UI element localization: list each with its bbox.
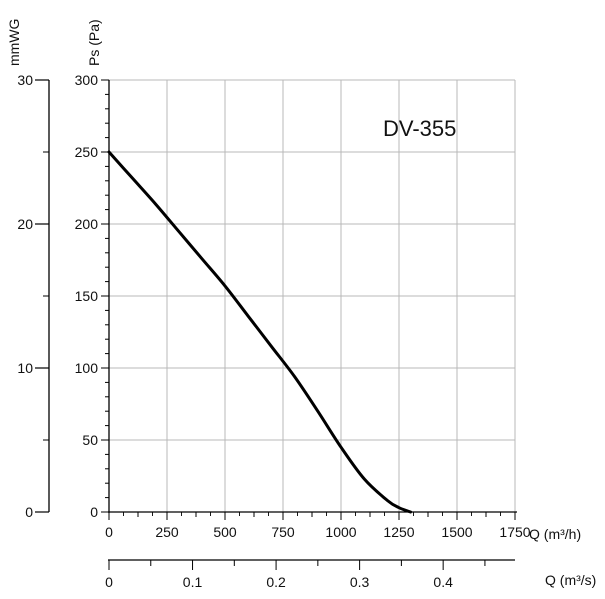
x-tick-label-1: 250 — [155, 524, 179, 540]
curve-point-3 — [177, 230, 180, 233]
curve-point-6 — [247, 315, 250, 318]
x-tick-label-5: 1250 — [383, 524, 414, 540]
x-tick-label-4: 1000 — [325, 524, 356, 540]
secondary-y-tick-label-2: 20 — [17, 216, 33, 232]
secondary-x-axis-title: Q (m³/s) — [545, 572, 596, 588]
curve-point-10 — [340, 446, 343, 449]
secondary-x-tick-label-0: 0 — [105, 574, 113, 590]
curve-point-7 — [270, 345, 273, 348]
secondary-x-tick-label-3: 0.3 — [350, 574, 370, 590]
x-axis-title: Q (m³/h) — [529, 526, 581, 542]
y-tick-label-3: 150 — [75, 288, 99, 304]
x-tick-label-2: 500 — [213, 524, 237, 540]
chart-title: DV-355 — [383, 116, 456, 141]
x-tick-label-6: 1500 — [441, 524, 472, 540]
y-tick-label-4: 200 — [75, 216, 99, 232]
x-tick-label-7: 1750 — [499, 524, 530, 540]
y-axis-title: Ps (Pa) — [86, 19, 102, 66]
y-tick-label-0: 0 — [90, 504, 98, 520]
performance-curve-series-0 — [107, 150, 413, 514]
curve-point-14 — [409, 511, 412, 514]
curve-point-2 — [154, 202, 157, 205]
curve-point-9 — [316, 410, 319, 413]
y-tick-label-1: 50 — [82, 432, 98, 448]
y-tick-label-2: 100 — [75, 360, 99, 376]
grid-lines — [109, 79, 516, 512]
y-tick-label-6: 300 — [75, 72, 99, 88]
curve-point-13 — [398, 506, 401, 509]
curve-point-4 — [200, 257, 203, 260]
x-tick-label-0: 0 — [105, 524, 113, 540]
curve-layer — [107, 150, 413, 514]
curve-point-1 — [131, 176, 134, 179]
y-tick-label-5: 250 — [75, 144, 99, 160]
secondary-y-tick-label-3: 30 — [17, 72, 33, 88]
secondary-x-tick-label-2: 0.2 — [266, 574, 286, 590]
x-tick-label-3: 750 — [271, 524, 295, 540]
secondary-x-tick-label-4: 0.4 — [433, 574, 453, 590]
secondary-x-tick-label-1: 0.1 — [183, 574, 203, 590]
curve-point-5 — [224, 284, 227, 287]
secondary-y-axis-title: mmWG — [6, 19, 22, 66]
curve-point-11 — [363, 477, 366, 480]
curve-point-0 — [108, 151, 111, 154]
curve-point-12 — [386, 499, 389, 502]
curve-point-8 — [293, 375, 296, 378]
axes — [35, 79, 517, 570]
secondary-y-tick-label-0: 0 — [25, 504, 33, 520]
secondary-y-tick-label-1: 10 — [17, 360, 33, 376]
